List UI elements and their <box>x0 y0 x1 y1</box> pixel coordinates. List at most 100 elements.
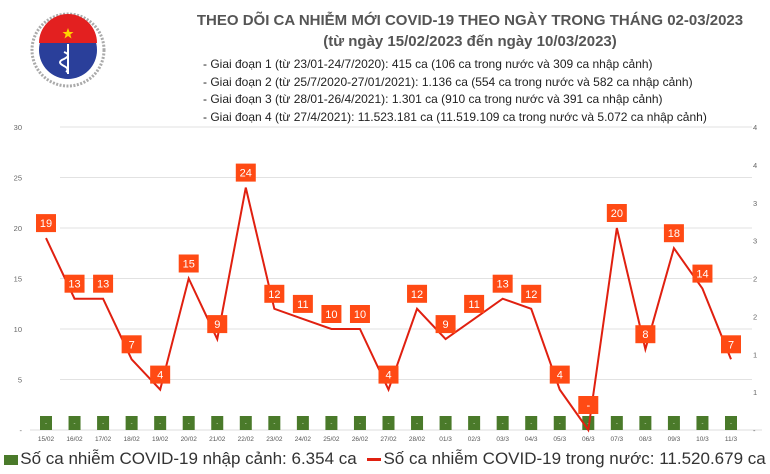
bar-label: - <box>388 421 390 427</box>
data-label-box <box>150 365 171 384</box>
bar-imported <box>40 416 52 430</box>
legend-swatch-domestic <box>367 458 382 462</box>
data-label-box <box>435 315 456 334</box>
data-label: 19 <box>40 218 52 230</box>
data-label: 8 <box>642 329 648 341</box>
data-label: 12 <box>268 289 280 301</box>
y-right-tick: 3 <box>753 237 757 246</box>
bar-label: - <box>673 421 675 427</box>
data-label: 15 <box>183 259 195 271</box>
data-label: 18 <box>668 228 680 240</box>
data-label-box <box>721 335 741 354</box>
bar-label: - <box>473 421 475 427</box>
legend: Số ca nhiễm COVID-19 nhập cảnh: 6.354 ca… <box>0 449 770 469</box>
data-label: 7 <box>728 339 734 351</box>
data-label: 14 <box>696 269 708 281</box>
x-tick: 20/02 <box>181 436 198 443</box>
data-label-box <box>207 315 228 334</box>
chart-title: THEO DÕI CA NHIỄM MỚI COVID-19 THEO NGÀY… <box>196 12 744 29</box>
bar-label: - <box>159 421 161 427</box>
y-right-tick: 1 <box>753 388 757 397</box>
data-label-box <box>578 396 599 414</box>
x-tick: 21/02 <box>209 436 226 443</box>
y-left-tick: - <box>20 426 23 435</box>
y-left-tick: 25 <box>14 174 22 183</box>
data-label: 12 <box>525 289 537 301</box>
data-label-box <box>321 305 342 323</box>
bar-label: - <box>131 421 133 427</box>
bar-imported <box>68 416 81 430</box>
bar-imported <box>553 416 566 430</box>
data-label: 4 <box>557 370 563 382</box>
phase-1: - Giai đoạn 1 (từ 23/01-24/7/2020): 415 … <box>203 57 653 71</box>
ministry-of-health-logo <box>28 10 108 95</box>
data-label-box <box>292 294 313 313</box>
data-label: 4 <box>385 370 391 382</box>
bar-imported <box>610 416 623 430</box>
bar-imported <box>239 416 252 430</box>
bar-imported <box>296 416 309 430</box>
x-tick: 24/02 <box>295 436 312 443</box>
data-label-box <box>464 294 485 313</box>
data-label: 13 <box>97 279 109 291</box>
data-label: 12 <box>411 289 423 301</box>
x-tick: 08/3 <box>639 436 652 443</box>
bar-label: - <box>502 421 504 427</box>
bar-imported <box>725 416 737 430</box>
data-label-box <box>264 284 285 303</box>
x-tick: 28/02 <box>409 436 426 443</box>
bar-label: - <box>416 421 418 427</box>
x-tick: 10/3 <box>696 436 709 443</box>
bar-imported <box>154 416 167 430</box>
x-tick: 05/3 <box>553 436 566 443</box>
data-label: 9 <box>214 319 220 331</box>
y-right-tick: 1 <box>753 350 757 359</box>
phase-summary: - Giai đoạn 1 (từ 23/01-24/7/2020): 415 … <box>203 56 707 126</box>
x-tick: 11/3 <box>725 436 738 443</box>
y-left-tick: 15 <box>14 275 22 284</box>
x-tick: 25/02 <box>323 436 340 443</box>
data-label: 10 <box>325 309 337 321</box>
bar-label: - <box>616 421 618 427</box>
y-left-tick: 10 <box>14 325 22 334</box>
data-label: 4 <box>157 370 163 382</box>
bar-imported <box>182 416 195 430</box>
y-right-tick: 4 <box>753 161 757 170</box>
bar-imported <box>496 416 509 430</box>
y-right-tick: 3 <box>753 199 757 208</box>
data-label: 9 <box>443 319 449 331</box>
x-tick: 19/02 <box>152 436 169 443</box>
data-label-box <box>36 214 56 233</box>
x-tick: 04/3 <box>525 436 538 443</box>
bar-label: - <box>216 421 218 427</box>
chart-subtitle: (từ ngày 15/02/2023 đến ngày 10/03/2023) <box>323 33 617 50</box>
data-label: 13 <box>68 279 80 291</box>
data-label-box <box>235 163 256 182</box>
x-tick: 27/02 <box>380 436 397 443</box>
x-tick: 15/02 <box>38 436 55 443</box>
bar-label: - <box>74 421 76 427</box>
y-left-tick: 5 <box>18 376 22 385</box>
x-tick: 22/02 <box>238 436 255 443</box>
bar-imported <box>468 416 481 430</box>
bar-imported <box>667 416 680 430</box>
legend-swatch-imported <box>4 454 19 465</box>
bar-label: - <box>359 421 361 427</box>
legend-imported: Số ca nhiễm COVID-19 nhập cảnh: 6.354 ca <box>20 449 357 468</box>
x-tick: 03/3 <box>496 436 509 443</box>
y-right-tick: 4 <box>753 123 757 132</box>
bar-label: - <box>302 421 304 427</box>
bar-imported <box>439 416 452 430</box>
bar-imported <box>97 416 110 430</box>
phase-2: - Giai đoạn 2 (từ 25/7/2020-27/01/2021):… <box>203 74 693 89</box>
legend-domestic: Số ca nhiễm COVID-19 trong nước: 11.520.… <box>383 449 766 468</box>
data-label: 11 <box>297 299 308 311</box>
bar-label: - <box>530 421 532 427</box>
data-label-box <box>407 284 428 303</box>
data-label: 11 <box>468 299 479 311</box>
data-label-box <box>606 204 627 222</box>
bar-label: - <box>102 421 104 427</box>
bar-imported <box>211 416 224 430</box>
bar-imported <box>525 416 538 430</box>
y-left-tick: 30 <box>14 123 22 132</box>
